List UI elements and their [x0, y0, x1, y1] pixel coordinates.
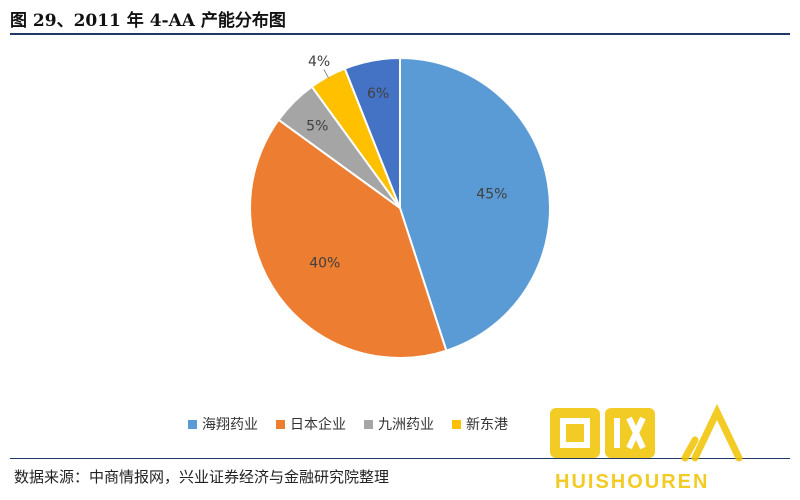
- legend-item-xindonggang: 新东港: [452, 414, 508, 434]
- legend-label: 九洲药业: [378, 417, 434, 433]
- legend-swatch: [364, 419, 373, 429]
- slice-label: 5%: [306, 118, 328, 134]
- pie-slice: [249, 118, 448, 359]
- slice-label: 40%: [309, 256, 340, 272]
- slice-label: 6%: [367, 86, 389, 102]
- pie-slice: [399, 56, 551, 352]
- legend-label: 海翔药业: [202, 417, 258, 433]
- page-title: 图 29、2011 年 4-AA 产能分布图: [10, 11, 286, 31]
- watermark-logo: HUISHOUREN: [550, 403, 743, 493]
- legend-item-japan: 日本企业: [276, 414, 346, 434]
- slice-label: 4%: [308, 54, 330, 70]
- legend-swatch: [276, 419, 285, 429]
- legend-item-haixiang: 海翔药业: [188, 414, 258, 434]
- legend-label: 日本企业: [290, 417, 346, 433]
- leader-line: [323, 69, 330, 79]
- pie-slice: [343, 56, 401, 209]
- title-rule: [10, 33, 790, 35]
- footer-rule: [10, 458, 790, 459]
- legend-item-jiuzhou: 九洲药业: [364, 414, 434, 434]
- svg-text:HUISHOUREN: HUISHOUREN: [555, 471, 709, 493]
- legend-label: 新东港: [466, 417, 508, 433]
- slice-label: 45%: [476, 186, 507, 202]
- legend-swatch: [452, 419, 461, 429]
- chart-legend: 海翔药业 日本企业 九洲药业 新东港: [188, 414, 508, 434]
- legend-swatch: [188, 419, 197, 429]
- source-note: 数据来源：中商情报网，兴业证券经济与金融研究院整理: [14, 468, 390, 486]
